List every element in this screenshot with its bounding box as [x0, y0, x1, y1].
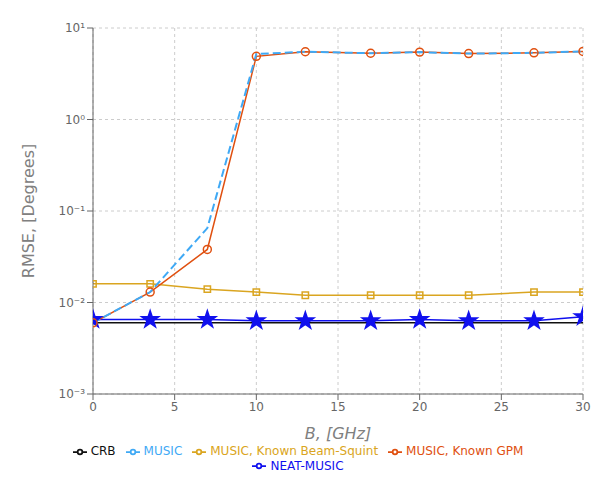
- svg-text:25: 25: [494, 400, 509, 414]
- svg-text:20: 20: [412, 400, 427, 414]
- svg-text:RMSE, [Degrees]: RMSE, [Degrees]: [19, 144, 38, 278]
- html-text:MUSIC, Known Beam-Squint: MUSIC, Known Beam-Squint: [210, 444, 379, 458]
- html-text:NEAT-MUSIC: NEAT-MUSIC: [270, 458, 344, 473]
- svg-text:15: 15: [330, 400, 345, 414]
- svg-text:10⁻¹: 10⁻¹: [59, 204, 86, 218]
- html-text:CRB: CRB: [90, 444, 116, 458]
- html-text:MUSIC, Known GPM: MUSIC, Known GPM: [406, 444, 524, 458]
- svg-text:5: 5: [171, 400, 179, 414]
- svg-text:B, [GHz]: B, [GHz]: [305, 424, 371, 443]
- svg-text:10¹: 10¹: [65, 21, 85, 35]
- svg-text:10⁰: 10⁰: [65, 113, 85, 127]
- svg-text:30: 30: [575, 400, 590, 414]
- svg-text:10: 10: [249, 400, 264, 414]
- html-text:MUSIC: MUSIC: [143, 444, 183, 458]
- svg-text:0: 0: [89, 400, 97, 414]
- svg-text:10⁻³: 10⁻³: [59, 387, 86, 401]
- svg-text:10⁻²: 10⁻²: [59, 296, 86, 310]
